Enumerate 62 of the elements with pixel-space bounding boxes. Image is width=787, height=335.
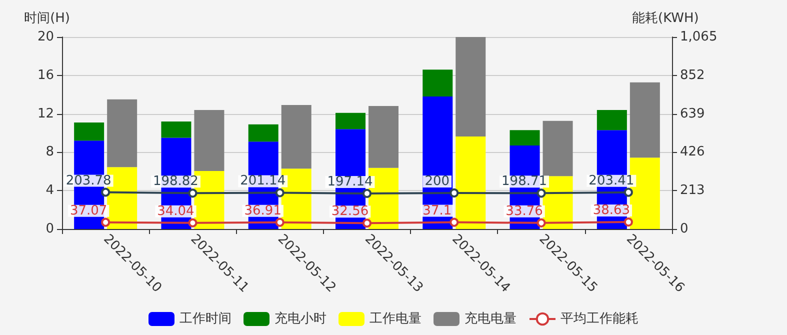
bar — [107, 99, 138, 168]
data-label: 203.78 — [66, 173, 112, 188]
data-label: 32.56 — [331, 204, 369, 220]
point — [536, 188, 546, 198]
data-label: 201.14 — [240, 174, 286, 189]
data-label: 203.41 — [588, 173, 634, 188]
point — [188, 218, 198, 228]
bar — [456, 136, 486, 229]
bar — [74, 122, 104, 141]
y-axis-title: 时间(H) — [24, 11, 70, 26]
bar — [422, 70, 453, 97]
y2-tick-label: 639 — [680, 106, 705, 122]
point — [362, 188, 372, 198]
point — [450, 218, 459, 227]
bar — [336, 112, 366, 130]
y2-tick-label: 1,065 — [680, 30, 718, 44]
data-label: 198.82 — [152, 174, 198, 190]
bar — [248, 124, 278, 142]
y2-tick-label: 852 — [680, 68, 705, 83]
point — [275, 188, 284, 198]
bar — [194, 110, 224, 171]
y-tick-label: 0 — [46, 222, 54, 236]
data-label: 37.07 — [70, 203, 108, 218]
y2-tick-label: 0 — [680, 222, 688, 236]
legend-label: 工作时间 — [180, 312, 232, 326]
bar — [161, 121, 192, 138]
data-label: 200 — [424, 174, 450, 189]
bar — [510, 130, 540, 146]
bar — [281, 104, 312, 169]
y2-tick-label: 213 — [680, 183, 705, 198]
legend-label: 工作电量 — [370, 312, 422, 326]
data-label: 198.71 — [502, 174, 548, 190]
point — [101, 218, 110, 227]
y-tick-label: 20 — [37, 30, 54, 44]
data-label: 38.63 — [592, 203, 630, 218]
point — [275, 218, 284, 227]
data-label: 37.1 — [422, 203, 452, 218]
data-label: 36.91 — [244, 203, 282, 218]
legend-label: 充电小时 — [274, 312, 326, 326]
y-tick-label: 12 — [37, 106, 54, 122]
data-label: 33.76 — [506, 204, 543, 219]
point — [101, 188, 110, 197]
y2-tick-label: 426 — [680, 144, 705, 160]
y-tick-label: 16 — [37, 68, 54, 83]
point — [624, 188, 633, 197]
point — [188, 188, 198, 198]
y-tick-label: 8 — [46, 144, 54, 160]
bar — [368, 106, 398, 168]
legend-label: 平均工作能耗 — [560, 312, 638, 326]
point — [624, 218, 633, 227]
data-label: 197.14 — [327, 174, 373, 190]
data-label: 34.04 — [157, 204, 194, 219]
bar — [542, 120, 573, 176]
bar — [456, 37, 486, 137]
bar — [596, 110, 627, 130]
point — [450, 188, 459, 198]
point — [362, 218, 372, 228]
legend-label: 充电电量 — [464, 312, 516, 326]
point — [536, 218, 546, 228]
y2-axis-title: 能耗(KWH) — [632, 11, 699, 26]
bar — [630, 82, 660, 158]
y-tick-label: 4 — [46, 183, 54, 198]
